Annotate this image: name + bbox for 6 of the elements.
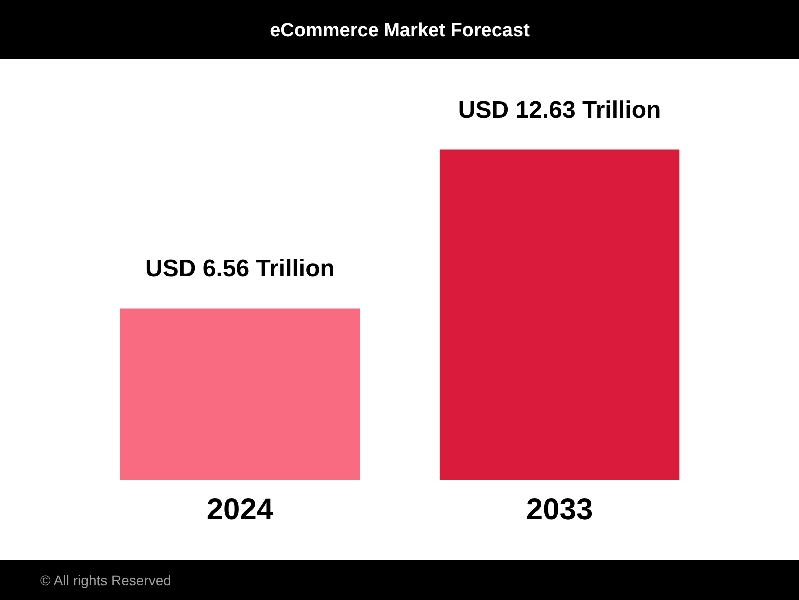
data-label: USD 12.63 Trillion [458,96,662,124]
chart-title: eCommerce Market Forecast [270,20,531,42]
text: © All rights Reserved [40,572,172,588]
x-tick-label: 2024 [206,494,274,526]
x-tick-label: 2033 [526,494,594,526]
data-label: USD 6.56 Trillion [146,256,335,283]
